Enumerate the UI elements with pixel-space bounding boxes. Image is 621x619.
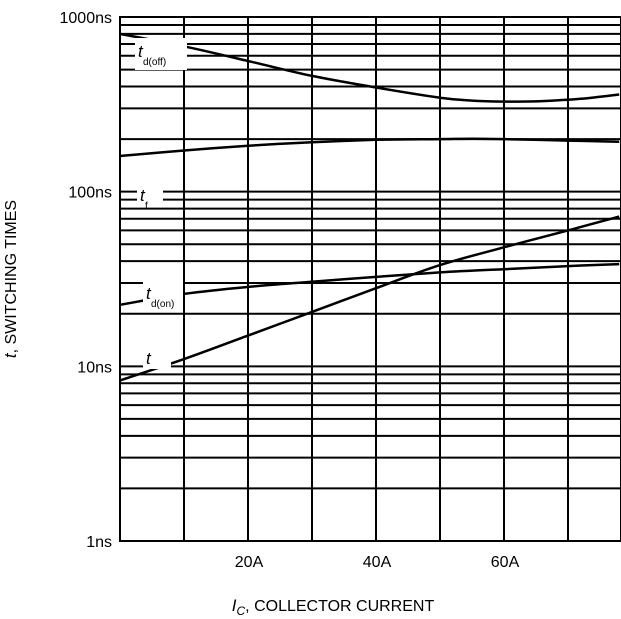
x-tick-label: 40A: [363, 554, 392, 571]
x-tick-label: 60A: [491, 554, 520, 571]
tf-label: t: [140, 186, 146, 205]
tr-label: t: [146, 349, 152, 368]
td-off-label: t: [138, 42, 144, 61]
td-off-label-subscript: d(off): [143, 57, 166, 68]
td-off-label-background: [135, 38, 187, 70]
x-axis-label-text: , COLLECTOR CURRENT: [245, 598, 434, 615]
tick-labels: 1ns 10ns 100ns 1000ns 20A 40A 60A: [60, 10, 520, 571]
tr-label-background: [143, 345, 171, 369]
tf-curve: [119, 137, 620, 158]
td-off-curve: [119, 32, 620, 103]
tf-label-background: [137, 182, 163, 207]
td-on-label-background: [143, 280, 183, 312]
y-tick-label: 1ns: [86, 534, 112, 551]
y-tick-label: 100ns: [68, 185, 112, 202]
grid: [120, 16, 621, 542]
y-axis-symbol: t: [1, 352, 20, 358]
x-axis-symbol: I: [232, 596, 237, 615]
td-on-label-subscript: d(on): [151, 299, 174, 310]
x-axis-title: IC, COLLECTOR CURRENT: [232, 596, 435, 618]
y-tick-label: 10ns: [77, 359, 112, 376]
td-on-label: t: [146, 284, 152, 303]
x-tick-label: 20A: [235, 554, 264, 571]
tr-curve: [119, 215, 620, 382]
tf-label-subscript: f: [145, 201, 148, 212]
y-tick-label: 1000ns: [60, 10, 113, 27]
plot-frame: [119, 16, 621, 542]
y-axis-label-text: , SWITCHING TIMES: [3, 200, 20, 353]
x-axis-symbol-subscript: C: [237, 604, 246, 618]
y-axis-title: t, SWITCHING TIMES: [1, 200, 20, 358]
curves: [119, 32, 620, 382]
td-on-curve: [119, 262, 620, 307]
